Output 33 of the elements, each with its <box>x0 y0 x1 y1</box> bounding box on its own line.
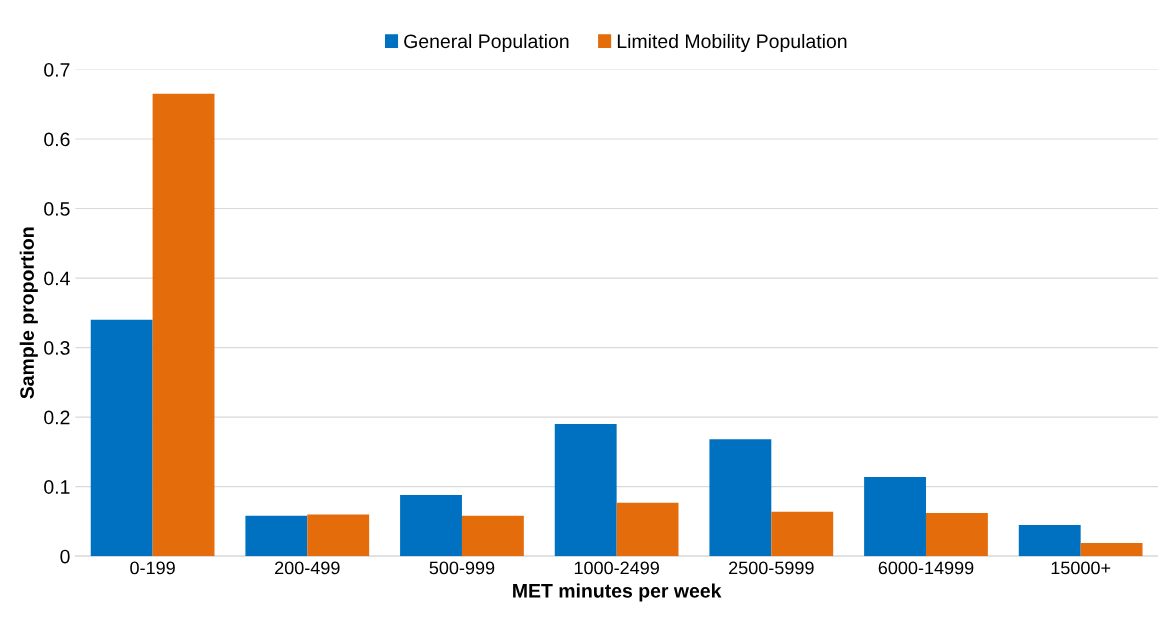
y-tick-label: 0.1 <box>44 480 70 494</box>
y-tick-label: 0 <box>60 549 70 564</box>
bar <box>1080 542 1143 557</box>
y-tick-label: 0.4 <box>44 271 70 286</box>
bar <box>925 513 988 557</box>
x-axis-title: MET minutes per week <box>513 583 722 602</box>
bar <box>771 511 834 557</box>
y-tick-label: 0.2 <box>44 410 70 425</box>
x-tick-label: 500-999 <box>429 561 495 575</box>
bar <box>461 515 524 557</box>
bar <box>152 93 215 557</box>
bar <box>1018 524 1081 557</box>
bar <box>90 319 153 557</box>
bar <box>554 424 617 557</box>
y-tick-label: 0.7 <box>44 62 70 77</box>
x-tick-label: 200-499 <box>275 561 340 575</box>
y-tick-label: 0.6 <box>44 132 70 147</box>
bar <box>400 494 462 557</box>
bar <box>245 515 308 557</box>
bar <box>709 439 772 557</box>
legend-label: Limited Mobility Population <box>617 33 847 53</box>
x-tick-label: 15000+ <box>1051 561 1111 575</box>
y-tick-label: 0.5 <box>44 202 70 216</box>
x-tick-label: 1000-2499 <box>574 561 659 575</box>
bar <box>616 502 679 557</box>
bar <box>864 476 926 557</box>
legend-label: General Population <box>404 33 569 53</box>
x-tick-label: 6000-14999 <box>878 561 974 575</box>
y-axis-title: Sample proportion <box>19 227 38 399</box>
y-tick-label: 0.3 <box>44 341 70 355</box>
x-tick-label: 0-199 <box>130 561 175 575</box>
bar <box>307 514 370 557</box>
x-tick-label: 2500-5999 <box>729 561 814 575</box>
